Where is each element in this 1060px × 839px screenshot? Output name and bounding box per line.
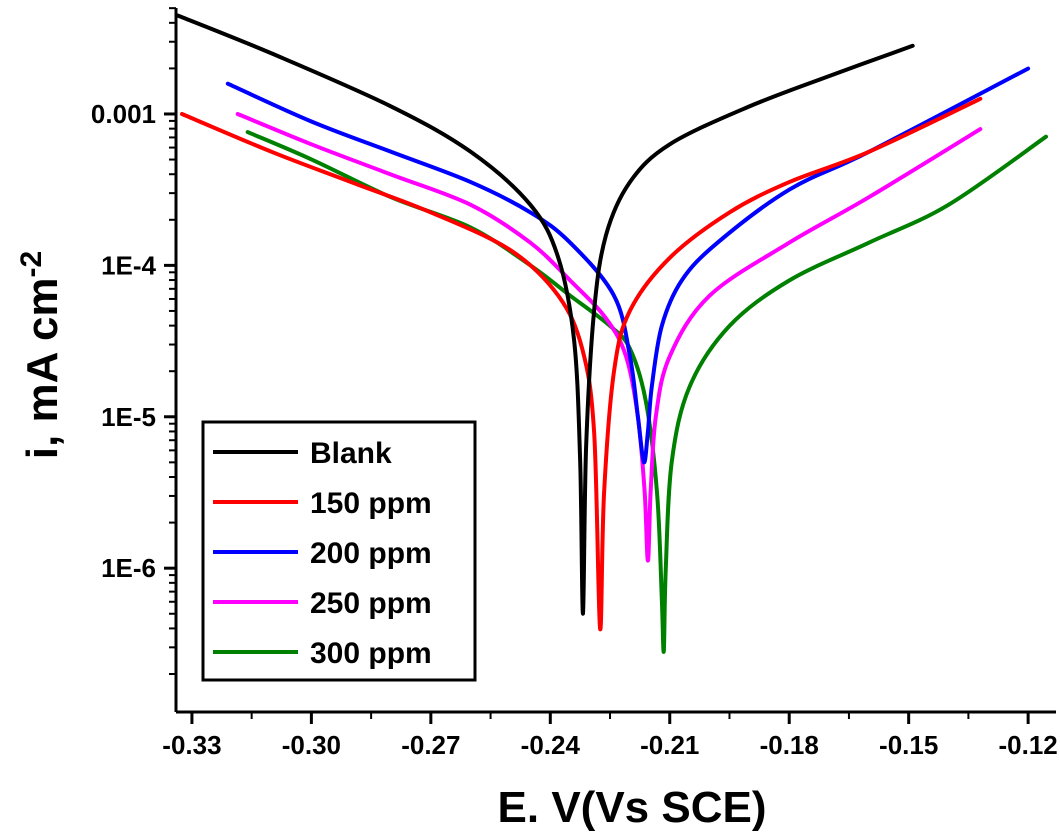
x-tick-label: -0.33	[162, 730, 221, 760]
x-tick-label: -0.24	[521, 730, 581, 760]
y-axis-title-main: i, mA cm	[18, 277, 67, 459]
y-axis-title: i, mA cm-2	[15, 251, 68, 459]
legend-label: 150 ppm	[310, 487, 432, 520]
series-line-200-ppm	[225, 66, 1031, 465]
x-tick-label: -0.15	[879, 730, 938, 760]
x-tick-label: -0.27	[401, 730, 460, 760]
legend-label: 300 ppm	[310, 637, 432, 670]
y-tick-label: 0.001	[91, 99, 156, 129]
series-line-150-ppm	[180, 96, 983, 632]
series-line-250-ppm	[235, 112, 983, 563]
y-tick-label: 1E-4	[101, 250, 156, 280]
legend-label: Blank	[310, 437, 392, 470]
y-tick-label: 1E-6	[101, 553, 156, 583]
y-axis-title-superscript: -2	[15, 251, 48, 278]
x-tick-label: -0.30	[282, 730, 341, 760]
legend-label: 250 ppm	[310, 587, 432, 620]
legend-label: 200 ppm	[310, 537, 432, 570]
x-tick-label: -0.12	[998, 730, 1057, 760]
y-tick-label: 1E-5	[101, 402, 156, 432]
x-tick-label: -0.21	[640, 730, 699, 760]
x-tick-label: -0.18	[760, 730, 819, 760]
x-axis-title: E. V(Vs SCE)	[498, 783, 767, 832]
series-line-blank	[176, 13, 915, 616]
